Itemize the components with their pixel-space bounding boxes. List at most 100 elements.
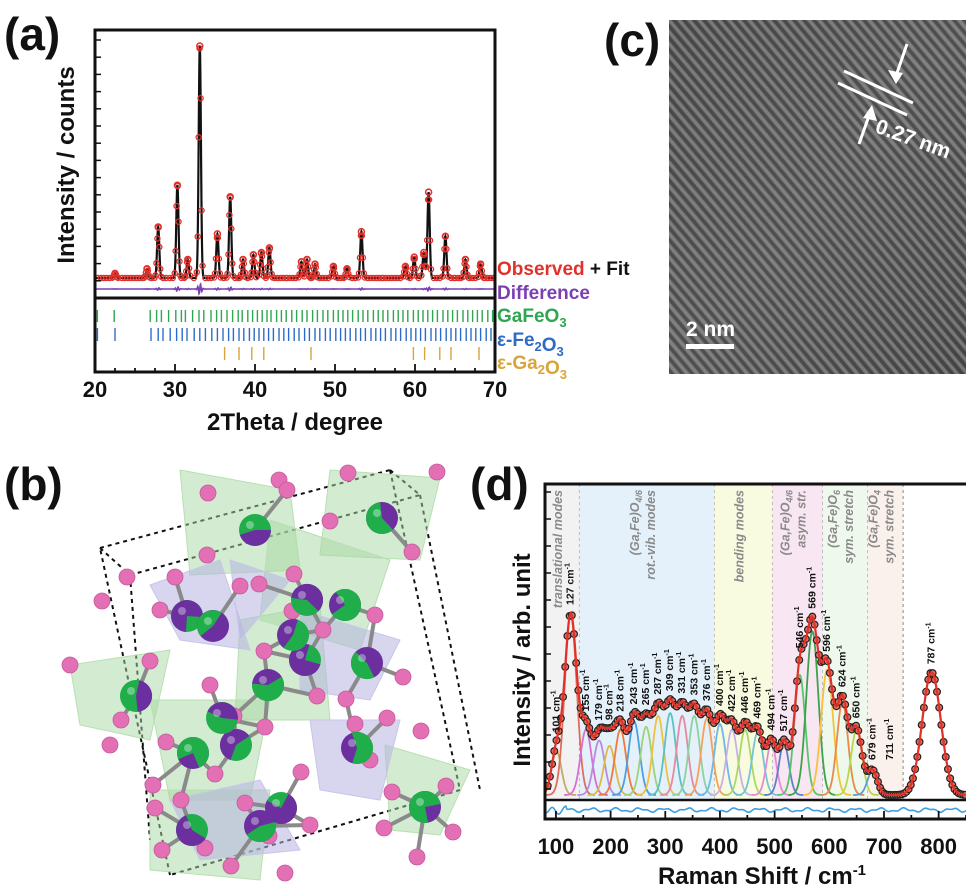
- fringe: [687, 20, 966, 351]
- oxygen-atom: [285, 565, 303, 583]
- fringe-dark: [669, 47, 945, 374]
- peak-label: 376 cm-1: [701, 659, 713, 701]
- atom-highlight: [296, 651, 304, 659]
- oxygen-atom: [412, 722, 430, 740]
- observed-point: [157, 265, 164, 273]
- oxygen-atom: [112, 711, 130, 729]
- observed-point: [419, 263, 426, 271]
- panel-c: (c) 0.27 nm 2 nm: [220, 0, 966, 460]
- panel-a: (a) 20 30 40 50 60 70 2Theta / degree Intensi…: [4, 8, 630, 436]
- observed-point: [331, 270, 339, 278]
- fringe-dark: [669, 154, 855, 374]
- observed-point: [239, 255, 247, 264]
- plot-d-frame: [543, 482, 966, 821]
- observed-point: [178, 274, 185, 282]
- fringe: [240, 0, 670, 460]
- observed-point: [401, 262, 410, 271]
- panel-b: (b): [4, 458, 481, 882]
- atom-highlight: [272, 799, 280, 807]
- oxygen-atom: [378, 709, 396, 727]
- fringe-dark: [872, 20, 966, 132]
- atom-highlight: [358, 654, 366, 662]
- observed-point: [111, 269, 119, 278]
- observed-point: [444, 265, 451, 272]
- x-tick-label: 400: [702, 834, 739, 859]
- oxygen-atom: [61, 656, 79, 674]
- metal-atom-share: [219, 728, 250, 760]
- observed-point: [248, 269, 255, 276]
- observed-point: [267, 259, 274, 266]
- fringe-dark: [702, 20, 966, 334]
- fringe: [917, 20, 966, 79]
- observed-point: [461, 255, 470, 264]
- observed-point: [264, 263, 272, 271]
- peak-label: 469 cm-1: [752, 677, 764, 719]
- oxygen-atom: [151, 601, 169, 619]
- observed-point: [199, 262, 206, 270]
- oxygen-atom: [375, 819, 393, 837]
- metal-atom-share: [366, 502, 393, 534]
- fringe: [220, 0, 650, 460]
- observed-point: [251, 258, 258, 266]
- observed-point: [249, 251, 258, 259]
- observed-point: [322, 274, 329, 282]
- observed-point: [421, 262, 429, 270]
- plot-a-y-ticks: [95, 39, 101, 282]
- fringe: [907, 20, 966, 90]
- observed-point: [106, 274, 113, 282]
- mode-band-labels: translational modes (Ga,Fe)O4/6 rot.-vib. …: [551, 489, 896, 608]
- fringe: [797, 20, 966, 221]
- oxygen-atom: [308, 687, 326, 705]
- observed-point: [343, 264, 351, 273]
- observed-point: [258, 253, 266, 260]
- x-tick-label: 100: [538, 834, 575, 859]
- atom-highlight: [259, 676, 267, 684]
- oxygen-atom: [196, 839, 214, 857]
- mode-band-label: (Ga,Fe)O4/6: [628, 489, 644, 555]
- fit-component: [672, 714, 717, 796]
- oxygen-atom: [444, 823, 462, 841]
- fringe: [707, 20, 966, 328]
- atom-highlight: [183, 821, 191, 829]
- peak-label: 309 cm-1: [664, 649, 676, 691]
- observed-point: [360, 270, 368, 277]
- fit-component: [777, 673, 822, 796]
- fringe: [669, 159, 850, 374]
- observed-point: [487, 274, 494, 282]
- oxygen-atom: [236, 794, 254, 812]
- fringe-dark: [772, 20, 966, 251]
- observed-point: [375, 274, 383, 282]
- observed-point: [265, 244, 274, 252]
- plot-a-frame: [93, 28, 497, 374]
- peak-label: 596 cm-1: [821, 610, 833, 652]
- octahedron: [384, 744, 471, 836]
- x-tick-label: 300: [647, 834, 684, 859]
- fit-component: [624, 725, 669, 796]
- observed-point: [175, 218, 182, 225]
- oxygen-atom: [337, 690, 355, 708]
- fringe-dark: [862, 20, 966, 144]
- fringe-dark: [669, 23, 965, 374]
- observed-point: [193, 268, 201, 276]
- x-tick-label: 700: [866, 834, 903, 859]
- observed-point: [196, 42, 204, 50]
- fringe: [877, 20, 966, 126]
- fringe: [669, 88, 910, 374]
- panel-c-letter: (c): [604, 14, 660, 66]
- legend-entry: ε-Fe2O3: [497, 330, 564, 359]
- fringe: [669, 76, 920, 374]
- observed-point: [171, 269, 178, 277]
- observed-point: [279, 274, 287, 282]
- peak-label: 569 cm-1: [806, 567, 818, 609]
- fringe: [857, 20, 966, 150]
- fringe: [787, 20, 966, 233]
- metal-atom-share: [246, 821, 277, 843]
- observed-point: [425, 196, 433, 203]
- atom-highlight: [373, 509, 381, 517]
- observed-point: [311, 260, 319, 268]
- observed-point: [152, 272, 159, 279]
- observed-point: [443, 245, 450, 253]
- fringe-dark: [752, 20, 966, 274]
- fringe-dark: [802, 20, 966, 215]
- observed-point: [220, 274, 227, 282]
